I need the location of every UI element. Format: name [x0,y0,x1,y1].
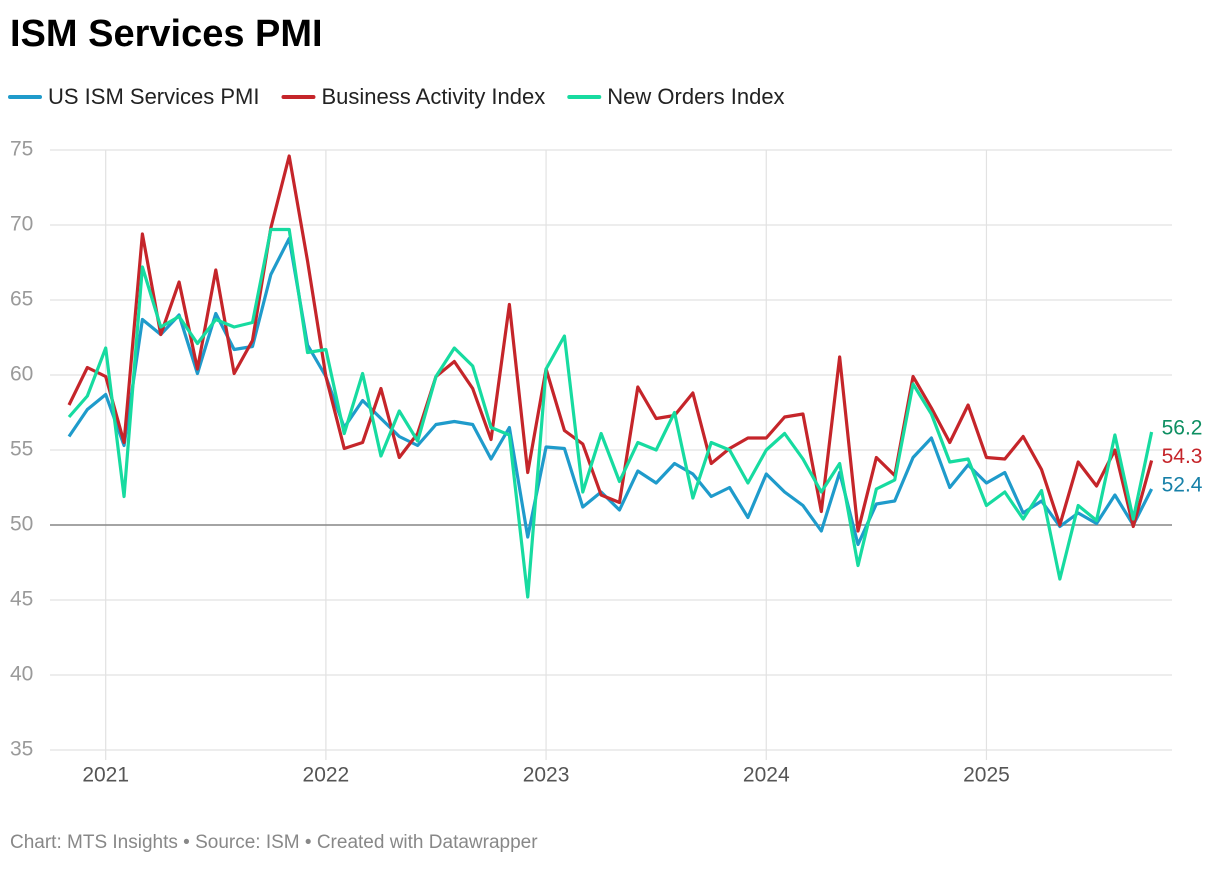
legend-label: US ISM Services PMI [48,84,259,109]
end-label: 56.2 [1162,417,1203,440]
y-tick-label: 65 [10,288,33,311]
legend-label: New Orders Index [607,84,784,109]
chart-title: ISM Services PMI [10,13,323,55]
y-tick-label: 70 [10,213,33,236]
x-tick-label: 2024 [743,764,790,787]
y-tick-label: 55 [10,438,33,461]
x-tick-label: 2023 [523,764,570,787]
end-label: 52.4 [1162,474,1203,497]
y-tick-label: 60 [10,363,33,386]
series-line [67,227,1154,599]
y-tick-label: 45 [10,588,33,611]
y-tick-label: 40 [10,663,33,686]
x-tick-label: 2025 [963,764,1010,787]
y-tick-label: 75 [10,138,33,161]
y-tick-label: 35 [10,738,33,761]
x-tick-label: 2021 [82,764,129,787]
series-line [67,154,1154,533]
x-tick-label: 2022 [303,764,350,787]
legend-label: Business Activity Index [321,84,545,109]
y-tick-label: 50 [10,513,33,536]
end-label: 54.3 [1162,445,1203,468]
chart-source: Chart: MTS Insights • Source: ISM • Crea… [10,832,538,853]
